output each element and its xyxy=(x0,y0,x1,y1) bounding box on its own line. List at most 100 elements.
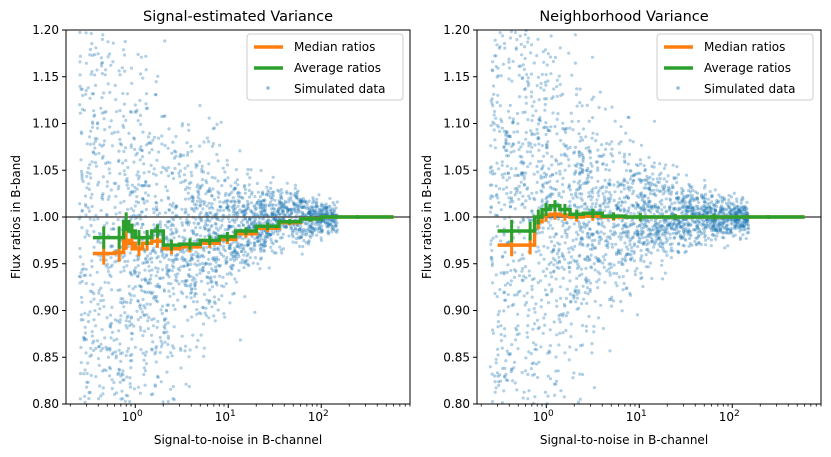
scatter-point xyxy=(120,389,124,393)
scatter-point xyxy=(629,169,633,173)
scatter-point xyxy=(106,355,111,359)
scatter-point xyxy=(92,318,96,322)
scatter-point xyxy=(242,185,246,189)
scatter-point xyxy=(204,222,208,226)
scatter-point xyxy=(99,56,103,60)
scatter-point xyxy=(635,225,639,229)
scatter-point xyxy=(571,196,575,200)
scatter-point xyxy=(160,268,165,272)
scatter-point xyxy=(259,221,263,225)
scatter-point xyxy=(581,243,585,247)
scatter-point xyxy=(701,227,706,231)
scatter-point xyxy=(190,290,194,294)
scatter-point xyxy=(575,195,579,199)
scatter-point xyxy=(319,220,323,224)
scatter-point xyxy=(222,285,226,289)
scatter-point xyxy=(160,134,164,138)
scatter-point xyxy=(143,383,147,387)
scatter-point xyxy=(221,275,225,279)
scatter-point xyxy=(530,133,534,137)
scatter-point xyxy=(489,196,493,200)
scatter-point xyxy=(669,249,673,253)
scatter-point xyxy=(711,233,715,237)
scatter-point xyxy=(651,240,655,244)
scatter-point xyxy=(269,232,273,237)
scatter-point xyxy=(547,262,551,267)
scatter-point xyxy=(136,274,140,279)
scatter-point xyxy=(572,258,576,262)
scatter-point xyxy=(196,195,200,200)
scatter-point xyxy=(635,194,639,198)
scatter-point xyxy=(644,265,648,269)
scatter-point xyxy=(125,180,129,184)
scatter-point xyxy=(684,205,689,209)
scatter-point xyxy=(253,243,257,247)
scatter-point xyxy=(92,109,96,113)
scatter-point xyxy=(133,103,137,107)
scatter-point xyxy=(692,206,696,210)
scatter-point xyxy=(548,185,553,189)
scatter-point xyxy=(489,123,493,128)
scatter-point xyxy=(544,175,548,179)
scatter-point xyxy=(232,259,236,263)
scatter-point xyxy=(113,392,117,396)
scatter-point xyxy=(578,242,582,246)
scatter-point xyxy=(652,188,656,192)
scatter-point xyxy=(257,203,261,207)
scatter-point xyxy=(126,314,130,318)
scatter-point xyxy=(703,178,707,182)
scatter-point xyxy=(302,227,306,232)
scatter-point xyxy=(639,259,643,263)
scatter-point xyxy=(79,158,83,162)
scatter-point xyxy=(231,292,235,296)
scatter-point xyxy=(697,219,701,223)
scatter-point xyxy=(532,172,536,176)
scatter-point xyxy=(521,110,525,115)
scatter-point xyxy=(554,232,558,236)
scatter-point xyxy=(218,200,222,204)
scatter-point xyxy=(724,223,729,227)
scatter-point xyxy=(226,207,230,211)
scatter-point xyxy=(268,195,273,199)
scatter-point xyxy=(644,178,649,182)
scatter-point xyxy=(331,225,335,229)
scatter-point xyxy=(332,219,336,224)
scatter-point xyxy=(160,115,164,119)
scatter-point xyxy=(738,229,742,233)
scatter-point xyxy=(710,207,714,212)
scatter-point xyxy=(285,206,289,210)
scatter-point xyxy=(327,222,331,226)
scatter-point xyxy=(675,190,679,195)
scatter-point xyxy=(538,118,542,122)
scatter-point xyxy=(242,210,246,214)
scatter-point xyxy=(649,206,653,210)
scatter-point xyxy=(265,213,269,217)
scatter-point xyxy=(567,225,572,229)
scatter-point xyxy=(546,351,550,355)
scatter-point xyxy=(125,183,129,187)
scatter-point xyxy=(639,206,643,210)
scatter-point xyxy=(512,275,517,279)
scatter-point xyxy=(91,53,95,58)
scatter-point xyxy=(680,220,684,224)
scatter-point xyxy=(563,168,567,172)
scatter-point xyxy=(653,192,657,196)
scatter-point xyxy=(626,181,630,185)
scatter-point xyxy=(655,222,659,226)
scatter-point xyxy=(697,212,702,216)
scatter-point xyxy=(269,186,273,190)
scatter-point xyxy=(101,197,105,201)
scatter-point xyxy=(640,254,644,258)
scatter-point xyxy=(672,176,676,180)
scatter-point xyxy=(129,298,133,302)
scatter-point xyxy=(649,204,654,208)
scatter-point xyxy=(178,155,182,159)
scatter-point xyxy=(690,206,695,210)
scatter-point xyxy=(492,109,497,114)
scatter-point xyxy=(330,212,334,216)
scatter-point xyxy=(135,187,139,191)
scatter-point xyxy=(143,268,147,272)
scatter-point xyxy=(236,224,240,228)
scatter-point xyxy=(524,369,528,373)
scatter-point xyxy=(577,150,582,154)
